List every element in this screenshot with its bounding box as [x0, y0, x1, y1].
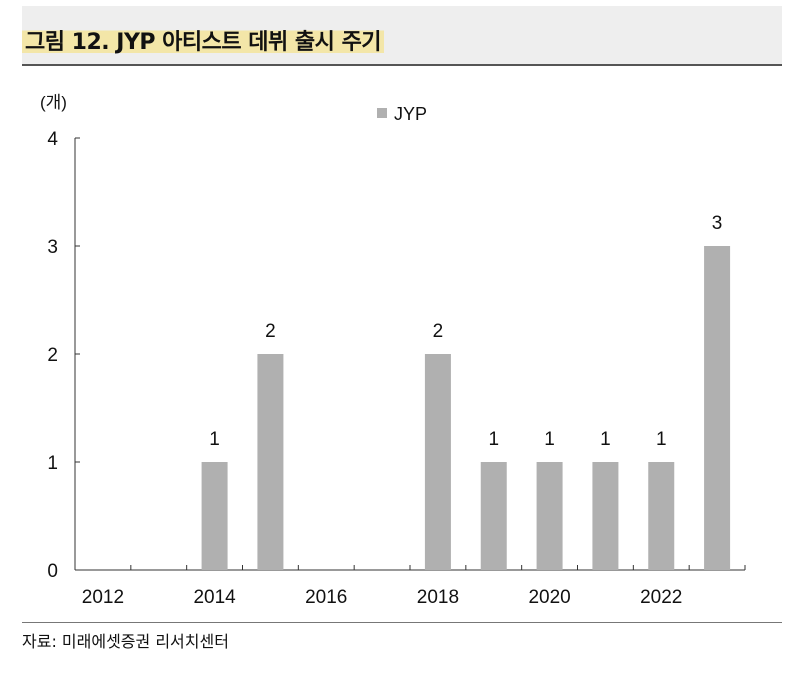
figure-title: 그림 12. JYP 아티스트 데뷔 출시 주기: [22, 24, 385, 56]
x-tick-label: 2022: [640, 587, 682, 608]
x-tick-label: 2012: [82, 587, 124, 608]
y-axis-unit-label: (개): [40, 93, 67, 112]
bar-2018: [424, 354, 451, 570]
y-tick-label: 2: [47, 345, 58, 366]
bar-2019: [480, 462, 507, 570]
data-label-2023: 3: [712, 213, 723, 234]
data-label-2021: 1: [600, 429, 611, 450]
data-label-2015: 2: [265, 321, 276, 342]
y-tick-label: 4: [47, 129, 58, 150]
data-label-2022: 1: [656, 429, 667, 450]
legend-label: JYP: [394, 104, 427, 124]
bar-2021: [592, 462, 619, 570]
source-note: 자료: 미래에셋증권 리서치센터: [22, 632, 229, 651]
bar-2020: [536, 462, 563, 570]
legend: JYP: [377, 104, 427, 124]
data-label-2019: 1: [488, 429, 499, 450]
data-label-2018: 2: [433, 321, 444, 342]
x-tick-label: 2014: [193, 587, 236, 608]
title-bar: 그림 12. JYP 아티스트 데뷔 출시 주기: [22, 6, 782, 66]
data-label-2014: 1: [209, 429, 220, 450]
bars: [201, 246, 731, 570]
legend-swatch: [377, 108, 387, 118]
data-label-2020: 1: [544, 429, 555, 450]
y-tick-label: 3: [47, 237, 58, 258]
x-tick-label: 2016: [305, 587, 347, 608]
axes: 0 1 2 3 4 2012 2014 2016 2018 2020 2022: [47, 129, 746, 608]
bar-2022: [648, 462, 675, 570]
x-tick-label: 2020: [528, 587, 570, 608]
x-tick-label: 2018: [417, 587, 459, 608]
bar-2023: [704, 246, 731, 570]
bar-2014: [201, 462, 228, 570]
source-divider: [22, 622, 782, 623]
data-labels: 1 2 2 1 1 1 1 3: [209, 213, 722, 450]
bar-2015: [257, 354, 284, 570]
y-tick-label: 1: [47, 453, 58, 474]
y-tick-label: 0: [47, 561, 58, 582]
